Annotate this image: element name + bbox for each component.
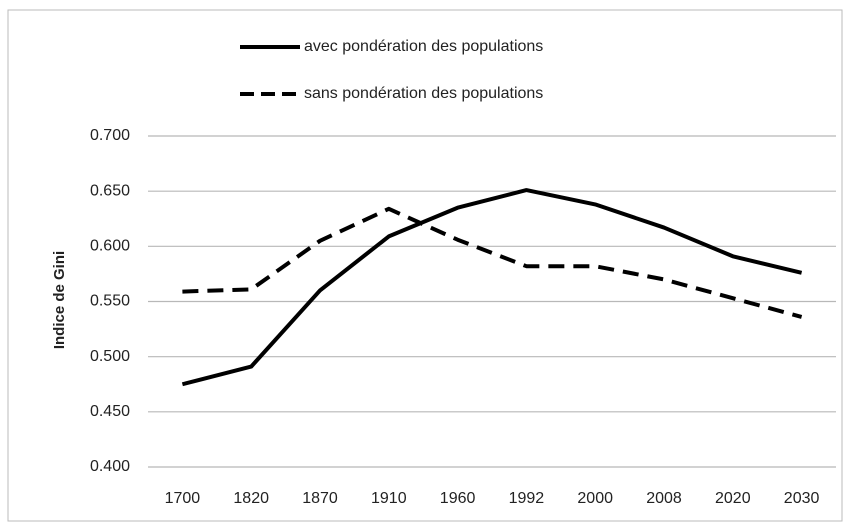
y-tick-label: 0.700 [90, 127, 130, 144]
y-tick-label: 0.400 [90, 458, 130, 475]
x-tick-label: 2030 [784, 490, 820, 507]
x-tick-label: 2000 [577, 490, 613, 507]
y-axis-label: Indice de Gini [51, 251, 68, 349]
x-tick-label: 1960 [440, 490, 476, 507]
series-line [181, 188, 803, 387]
x-tick-label: 1992 [509, 490, 545, 507]
y-tick-label: 0.450 [90, 403, 130, 420]
x-tick-label: 1910 [371, 490, 407, 507]
y-tick-label: 0.650 [90, 182, 130, 199]
x-tick-label: 1870 [302, 490, 338, 507]
series-line [182, 206, 803, 319]
x-tick-label: 2020 [715, 490, 751, 507]
chart-frame [7, 9, 843, 522]
x-tick-label: 1820 [233, 490, 269, 507]
x-tick-label: 2008 [646, 490, 682, 507]
x-tick-label: 1700 [165, 490, 201, 507]
legend-label: sans pondération des populations [304, 85, 543, 102]
y-tick-label: 0.550 [90, 293, 130, 310]
y-tick-label: 0.600 [90, 238, 130, 255]
y-tick-label: 0.500 [90, 348, 130, 365]
legend-label: avec pondération des populations [304, 38, 543, 55]
